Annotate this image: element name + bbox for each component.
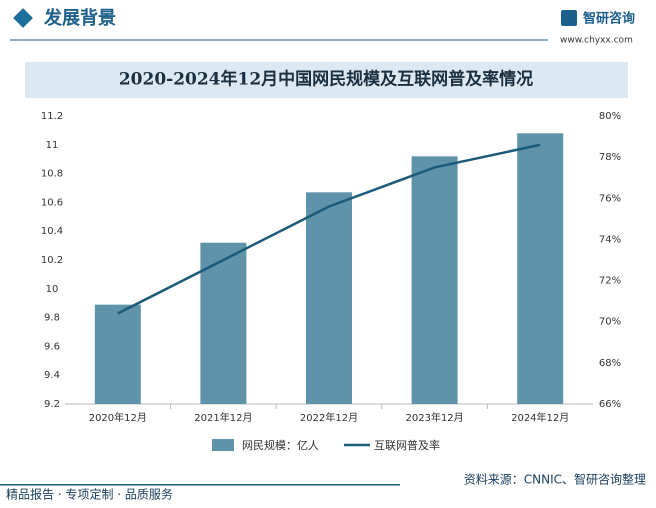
y-tick-label: 9.4 — [44, 370, 60, 381]
y2-tick-label: 66% — [599, 399, 621, 410]
legend-swatch — [212, 439, 234, 451]
line — [117, 143, 541, 315]
y-tick-label: 11.2 — [41, 111, 63, 122]
y2-tick-label: 76% — [599, 193, 621, 204]
url: www.chyxx.com — [560, 36, 633, 46]
x-tick-label: 2024年12月 — [511, 411, 569, 424]
y2-tick-label: 78% — [599, 152, 621, 163]
bar — [517, 133, 564, 404]
source: 资料来源：CNNIC、智研咨询整理 — [464, 472, 646, 487]
footer-rule — [0, 484, 400, 486]
diamond-icon — [13, 8, 33, 28]
chart-title: 2020-2024年12月中国网民规模及互联网普及率情况 — [119, 69, 533, 90]
logo-text: 智研咨询 — [583, 11, 635, 27]
y2-tick-label: 68% — [599, 358, 621, 369]
logo-icon — [561, 10, 577, 26]
x-tick-label: 2020年12月 — [89, 411, 147, 424]
y2-tick-label: 74% — [599, 234, 621, 245]
legend-label: 互联网普及率 — [374, 438, 440, 452]
y-tick-label: 10.2 — [41, 255, 63, 266]
y-tick-label: 11 — [46, 140, 59, 151]
y-tick-label: 9.2 — [44, 399, 60, 410]
footer: 精品报告 · 专项定制 · 品质服务 — [6, 487, 173, 502]
y2-tick-label: 80% — [599, 111, 621, 122]
bar — [200, 242, 247, 404]
x-tick-label: 2023年12月 — [406, 411, 464, 424]
y2-tick-label: 72% — [599, 276, 621, 287]
y-tick-label: 10 — [46, 284, 59, 295]
y-tick-label: 9.8 — [44, 313, 60, 324]
y-tick-label: 10.6 — [41, 197, 63, 208]
header-title: 发展背景 — [43, 7, 116, 29]
y-tick-label: 10.4 — [41, 226, 63, 237]
legend-label: 网民规模：亿人 — [242, 438, 319, 452]
bar — [94, 304, 141, 404]
y-tick-label: 9.6 — [44, 341, 60, 352]
title-band — [25, 62, 628, 98]
y-tick-label: 10.8 — [41, 169, 63, 180]
x-tick-label: 2021年12月 — [194, 411, 252, 424]
plot: 9.2 9.4 9.6 9.8 10 10.2 10.4 10.6 10.8 11 11.2 66% 6… — [41, 111, 621, 452]
bar — [411, 156, 458, 404]
x-tick-label: 2022年12月 — [300, 411, 358, 424]
bar — [306, 192, 352, 404]
y2-tick-label: 70% — [599, 317, 621, 328]
